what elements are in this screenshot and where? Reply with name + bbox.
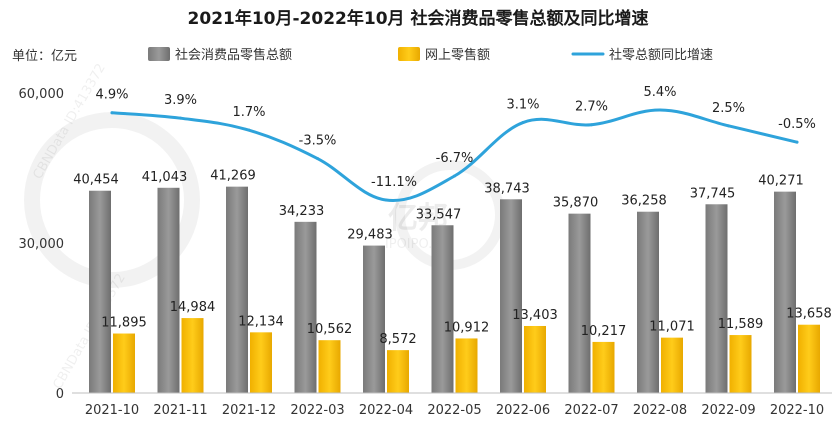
x-tick-label: 2022-08: [633, 403, 687, 418]
bar-total-retail: [637, 211, 659, 393]
x-tick-label: 2022-06: [496, 403, 550, 418]
bar-online-retail: [524, 325, 546, 393]
x-tick-label: 2021-10: [85, 403, 139, 418]
bar-total-retail-label: 40,271: [758, 174, 804, 189]
bar-total-retail: [568, 213, 591, 393]
legend-swatch-online-retail: [398, 47, 420, 61]
bar-total-retail-label: 40,454: [73, 173, 119, 188]
growth-rate-point: [795, 140, 799, 144]
bar-total-retail-label: 38,743: [484, 181, 530, 196]
bar-online-retail-label: 8,572: [379, 332, 416, 347]
legend-swatch-total-retail: [148, 47, 170, 61]
y-tick-label: 30,000: [19, 237, 65, 252]
x-tick-label: 2022-05: [427, 403, 481, 418]
y-unit-label: 单位：亿元: [12, 49, 77, 64]
bars-total-retail: 40,454 41,043 41,269 34,233 29,483 33,547 38,7…: [73, 169, 804, 393]
bar-total-retail: [500, 199, 522, 393]
bar-online-retail: [113, 333, 135, 393]
growth-rate-label: 3.9%: [164, 93, 197, 108]
bar-online-retail-label: 12,134: [238, 314, 284, 329]
growth-rate-point: [247, 128, 251, 132]
legend: 社会消费品零售总额 网上零售额 社零总额同比增速: [148, 47, 713, 63]
growth-rate-label: 3.1%: [506, 98, 539, 113]
x-tick-label: 2022-04: [359, 403, 413, 418]
bar-total-retail: [294, 221, 317, 393]
bar-total-retail: [431, 225, 454, 393]
bar-online-retail: [729, 335, 752, 393]
bar-total-retail: [157, 187, 180, 393]
bar-online-retail-label: 10,912: [444, 320, 490, 335]
growth-rate-label: -3.5%: [299, 134, 337, 149]
x-tick-label: 2022-09: [701, 403, 755, 418]
bar-total-retail: [363, 245, 385, 393]
bar-online-retail-label: 10,217: [581, 324, 627, 339]
bar-online-retail-label: 11,895: [101, 316, 147, 331]
bar-total-retail-label: 37,745: [690, 186, 736, 201]
growth-rate-point: [179, 116, 182, 120]
y-tick-label: 60,000: [19, 87, 65, 102]
bar-online-retail: [318, 340, 341, 393]
growth-rate-point: [453, 174, 456, 178]
x-tick-label: 2021-12: [222, 403, 276, 418]
bar-total-retail-label: 41,269: [210, 169, 256, 184]
bar-online-retail: [798, 324, 820, 393]
growth-rate-point: [727, 124, 730, 128]
y-tick-label: 0: [56, 387, 64, 402]
bar-total-retail-label: 33,547: [416, 207, 462, 222]
legend-label-online-retail: 网上零售额: [425, 47, 490, 63]
growth-rate-label: 2.5%: [712, 101, 745, 116]
growth-rate-label: 4.9%: [95, 88, 128, 103]
growth-rate-point: [658, 108, 662, 112]
bar-online-retail: [387, 350, 409, 393]
legend-label-growth-rate: 社零总额同比增速: [609, 47, 713, 63]
growth-rate-label: 2.7%: [575, 100, 608, 115]
bar-total-retail: [89, 190, 111, 393]
growth-rate-point: [590, 123, 593, 127]
bar-online-retail-label: 10,562: [307, 322, 353, 337]
bar-online-retail: [661, 337, 683, 393]
x-tick-label: 2021-11: [153, 403, 207, 418]
bar-online-retail-label: 13,658: [786, 307, 832, 322]
growth-rate-label: -0.5%: [778, 117, 816, 132]
bar-online-retail-label: 11,071: [649, 320, 695, 335]
bars-online-retail: 11,895 14,984 12,134 10,562 8,572 10,912 13,40…: [101, 300, 832, 393]
x-axis: 2021-10 2021-11 2021-12 2022-03 2022-04 2022-…: [72, 392, 832, 418]
bar-total-retail: [705, 204, 728, 393]
bar-total-retail-label: 36,258: [621, 194, 667, 209]
bar-total-retail: [774, 191, 796, 393]
chart-title: 2021年10月-2022年10月 社会消费品零售总额及同比增速: [188, 8, 649, 29]
legend-label-total-retail: 社会消费品零售总额: [175, 47, 292, 63]
growth-rate-point: [316, 157, 319, 161]
growth-rate-label: 5.4%: [643, 85, 676, 100]
growth-rate-point: [384, 198, 388, 202]
growth-rate-point: [521, 121, 525, 125]
x-tick-label: 2022-10: [770, 403, 824, 418]
bar-online-retail: [592, 341, 615, 393]
bar-online-retail-label: 11,589: [718, 317, 764, 332]
bar-online-retail: [455, 338, 478, 393]
bar-total-retail-label: 34,233: [279, 204, 325, 219]
growth-rate-line: 4.9% 3.9% 1.7% -3.5% -11.1% -6.7% 3.1% 2.7% 5.4%…: [95, 85, 816, 202]
bar-online-retail-label: 14,984: [170, 300, 216, 315]
bar-total-retail-label: 41,043: [142, 170, 188, 185]
y-axis: 0 30,000 60,000: [19, 87, 65, 402]
growth-rate-label: -6.7%: [436, 151, 474, 166]
growth-rate-point: [110, 111, 114, 115]
bar-total-retail-label: 29,483: [347, 228, 393, 243]
bar-online-retail-label: 13,403: [512, 308, 558, 323]
growth-rate-label: 1.7%: [232, 105, 265, 120]
bar-online-retail: [181, 318, 204, 393]
x-tick-label: 2022-03: [290, 403, 344, 418]
x-tick-label: 2022-07: [564, 403, 618, 418]
growth-rate-label: -11.1%: [371, 175, 417, 190]
bar-online-retail: [250, 332, 272, 393]
bar-total-retail-label: 35,870: [553, 196, 599, 211]
bar-total-retail: [226, 186, 248, 393]
